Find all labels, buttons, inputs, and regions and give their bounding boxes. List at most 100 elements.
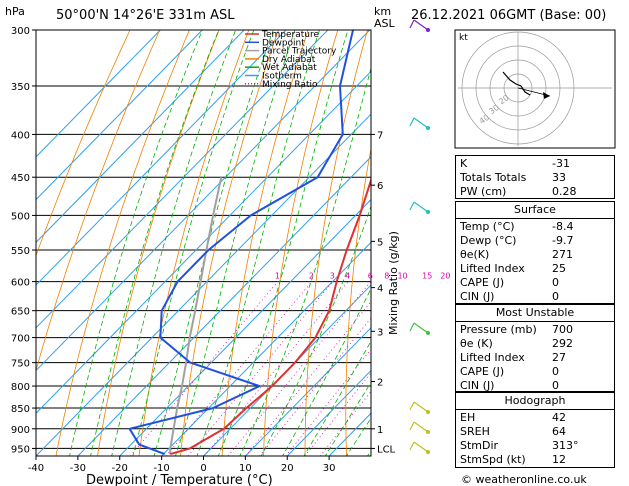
temp-tick-label: 30 <box>323 463 336 474</box>
pressure-tick-label: 900 <box>11 425 30 436</box>
dry-adiabat-line <box>221 30 309 456</box>
surface-title: Surface <box>514 203 556 216</box>
wind-barb-flag <box>409 322 415 332</box>
mixing-ratio-line <box>245 301 371 456</box>
wind-barb-station <box>426 210 430 214</box>
mixing-ratio-label: 20 <box>440 272 450 281</box>
legend-entry: Mixing Ratio <box>262 80 318 90</box>
x-axis-label: Dewpoint / Temperature (°C) <box>86 473 273 486</box>
temp-tick-label: 20 <box>281 463 294 474</box>
wet-adiabat-line <box>303 340 371 456</box>
copyright: © weatheronline.co.uk <box>461 473 587 486</box>
wind-barb-flag <box>409 441 415 451</box>
isotherm-line <box>286 369 371 456</box>
pressure-tick-label: 300 <box>11 26 30 37</box>
wind-barb-flag <box>409 19 415 29</box>
legend-entry: Wet Adiabat <box>262 63 317 73</box>
pw-label: PW (cm) <box>460 185 507 198</box>
datetime-title: 26.12.2021 06GMT (Base: 00) <box>411 8 606 23</box>
mixing-ratio-label: 8 <box>384 272 389 281</box>
wet-adiabat-line <box>196 30 320 456</box>
pressure-tick-label: 400 <box>11 130 30 141</box>
wind-barb-station <box>426 331 430 335</box>
km-tick-label: 2 <box>377 377 383 388</box>
hodograph-param-row: EH 42 <box>460 411 610 425</box>
wind-barb <box>413 201 429 213</box>
legend-entry: Dewpoint <box>262 38 305 48</box>
wet-adiabat-line <box>174 30 296 456</box>
hodograph-param-row-value: 42 <box>552 411 566 424</box>
temp-tick-label: -30 <box>70 463 86 474</box>
wind-barb-flag <box>409 201 415 211</box>
surface-row: Temp (°C) -8.4 <box>460 220 610 234</box>
km-tick-label: 5 <box>377 237 383 248</box>
dry-adiabat-line <box>263 30 339 456</box>
legend-entry: Isotherm <box>262 72 302 82</box>
pressure-tick-label: 850 <box>11 404 30 415</box>
wind-barb-station <box>426 126 430 130</box>
mixing-ratio-label: 3 <box>330 272 335 281</box>
isotherm-line <box>36 30 329 329</box>
asl-unit: ASL <box>374 17 396 30</box>
wind-barb <box>413 322 429 334</box>
wet-adiabat-line <box>324 381 371 456</box>
most-unstable-row: Pressure (mb) 700 <box>460 323 610 337</box>
surface-row-label: CAPE (J) <box>460 276 505 289</box>
wind-barb-station <box>426 28 430 32</box>
pressure-tick-label: 550 <box>11 246 30 257</box>
most-unstable-row-value: 0 <box>552 365 559 378</box>
surface-row-value: 0 <box>552 276 559 289</box>
hodograph-param-row-value: 64 <box>552 425 566 438</box>
surface-row-label: Lifted Index <box>460 262 525 275</box>
dry-adiabat-line <box>36 30 131 257</box>
surface-row: CIN (J) 0 <box>460 290 610 304</box>
mixing-ratio-label: 10 <box>397 272 407 281</box>
legend-entry: Parcel Trajectory <box>262 47 337 57</box>
surface-row-value: 271 <box>552 248 573 261</box>
wind-barb <box>413 441 429 453</box>
hodograph-ring <box>503 73 533 103</box>
dewpoint-profile <box>128 30 354 456</box>
wind-barb <box>413 401 429 413</box>
most-unstable-row-label: Lifted Index <box>460 351 525 364</box>
wind-barb-flag <box>409 401 415 411</box>
km-tick-label: 7 <box>377 130 383 141</box>
hodograph-param-row: StmDir 313° <box>460 439 610 453</box>
hodograph-param-row-label: StmDir <box>460 439 499 452</box>
pressure-tick-label: 750 <box>11 359 30 370</box>
surface-row-label: CIN (J) <box>460 290 495 303</box>
legend-entry: Temperature <box>261 30 319 40</box>
hodograph-param-row: SREH 64 <box>460 425 610 439</box>
hodograph-table-title: Hodograph <box>504 394 566 407</box>
mixing-ratio-label: 15 <box>422 272 432 281</box>
storm-motion-arrowhead <box>543 92 550 99</box>
most-unstable-row: CAPE (J) 0 <box>460 365 610 379</box>
indices-table: K -31 Totals Totals 33 PW (cm) 0.28 <box>455 155 615 199</box>
km-tick-label: 1 <box>377 425 383 436</box>
isotherm-line <box>36 30 287 286</box>
wind-barb-station <box>426 410 430 414</box>
dry-adiabat-line <box>424 30 457 456</box>
hodograph-ring <box>475 45 561 131</box>
surface-row-label: θe(K) <box>460 248 490 261</box>
dry-adiabat-line <box>55 30 190 456</box>
isotherm-line <box>36 30 371 372</box>
km-tick-label: 3 <box>377 327 383 338</box>
wet-adiabat-line <box>239 66 371 456</box>
surface-row-label: Temp (°C) <box>460 220 515 233</box>
dry-adiabat-line <box>180 30 279 456</box>
most-unstable-row-label: θe (K) <box>460 337 493 350</box>
k-index-label: K <box>460 157 468 170</box>
mixing-ratio-label: 1 <box>275 272 280 281</box>
location-title: 50°00'N 14°26'E 331m ASL <box>56 8 235 23</box>
wet-adiabat-line <box>282 287 371 456</box>
hodograph-table: Hodograph EH 42 SREH 64 StmDir 313° StmSpd (kt… <box>455 392 615 468</box>
hodograph-ring <box>461 31 575 145</box>
temp-tick-label: -10 <box>153 463 169 474</box>
wind-barb <box>413 19 429 31</box>
wet-adiabat-line <box>90 30 220 456</box>
wet-adiabat-line <box>111 30 237 456</box>
most-unstable-row-label: Pressure (mb) <box>460 323 537 336</box>
hpa-unit: hPa <box>5 5 25 18</box>
